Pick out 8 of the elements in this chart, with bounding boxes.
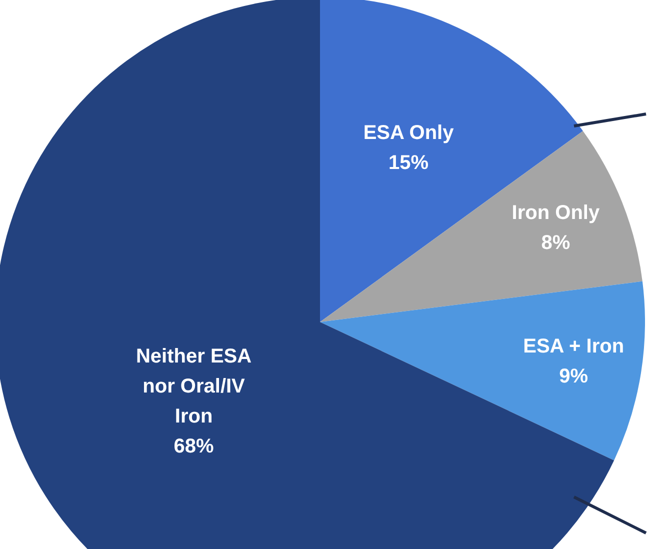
data-label: 68% bbox=[174, 436, 214, 458]
slice-label: Iron Only bbox=[512, 202, 600, 224]
data-label: 15% bbox=[388, 152, 429, 174]
data-label: 9% bbox=[559, 366, 588, 388]
slice-label: ESA Only bbox=[363, 122, 455, 144]
slice-label: ESA + Iron bbox=[523, 336, 624, 358]
slice-label: Neither ESA nor Oral/IV Iron bbox=[136, 346, 252, 428]
data-label: 8% bbox=[541, 232, 570, 254]
